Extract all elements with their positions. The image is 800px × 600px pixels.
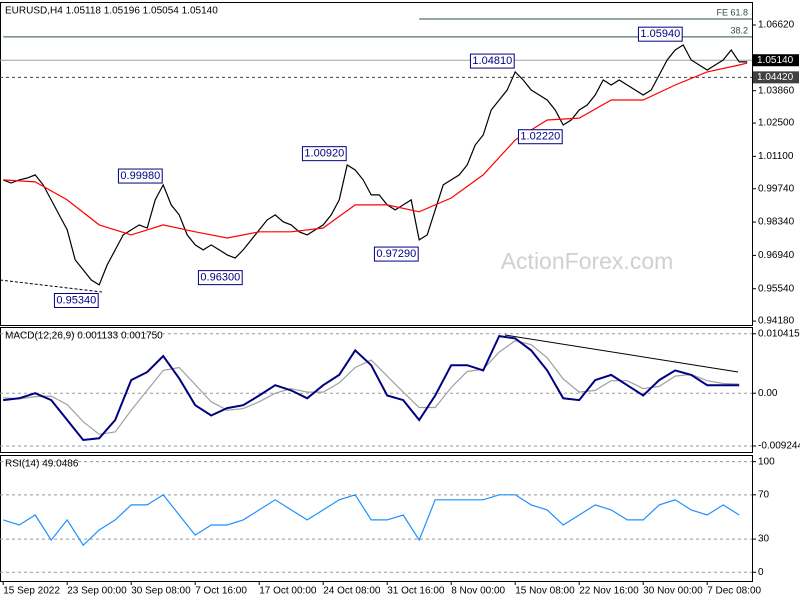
x-tick-label: 30 Sep 08:00	[131, 586, 191, 597]
swing-box	[373, 246, 419, 262]
x-tick-label: 15 Sep 2022	[3, 586, 60, 597]
x-tick-label: 7 Dec 08:00	[707, 586, 761, 597]
x-tick-label: 15 Nov 08:00	[515, 586, 575, 597]
swing-label: 0.96300	[200, 272, 240, 284]
price-marker-label: 1.04420	[757, 72, 794, 83]
x-tick-label: 8 Nov 00:00	[451, 586, 505, 597]
fib-label: FE 61.8	[716, 7, 748, 17]
fib-label: 38.2	[730, 25, 748, 35]
y-tick-label: 1.06620	[758, 20, 795, 31]
y-tick-label: 1.03860	[758, 85, 795, 96]
swing-label: 1.05940	[640, 28, 680, 40]
panel-title: MACD(12,26,9) 0.001133 0.001750	[5, 331, 163, 342]
series-line	[3, 494, 740, 547]
trend-line	[0, 279, 103, 293]
y-tick-label: 0.98340	[758, 217, 795, 228]
series-line	[3, 340, 740, 435]
swing-box	[53, 292, 99, 308]
x-tick-label: 31 Oct 16:00	[387, 586, 445, 597]
y-tick-label: 1.02500	[758, 118, 795, 129]
y-tick-label: 30	[758, 534, 770, 545]
x-tick-label: 24 Oct 08:00	[323, 586, 381, 597]
x-tick-label: 30 Nov 00:00	[643, 586, 703, 597]
series-line	[3, 335, 740, 442]
price-panel	[0, 2, 753, 326]
y-tick-label: 0.00	[758, 388, 778, 399]
price-marker	[753, 71, 799, 84]
price-marker	[753, 54, 799, 67]
swing-box	[197, 270, 243, 286]
swing-box	[117, 168, 163, 184]
swing-label: 0.95340	[56, 294, 96, 306]
y-tick-label: 0	[758, 567, 764, 578]
swing-label: 0.99980	[120, 170, 160, 182]
swing-box	[301, 146, 347, 162]
y-tick-label: 0.99740	[758, 183, 795, 194]
series-line	[2, 44, 748, 286]
y-tick-label: 1.01100	[758, 151, 794, 162]
swing-box	[637, 26, 683, 42]
x-tick-label: 23 Sep 00:00	[67, 586, 127, 597]
y-tick-label: 70	[758, 489, 770, 500]
macd-panel	[0, 327, 753, 453]
divergence-line	[504, 334, 739, 373]
swing-box	[517, 129, 563, 145]
panel-title: EURUSD,H4 1.05118 1.05196 1.05054 1.0514…	[5, 6, 218, 17]
swing-label: 1.00920	[304, 148, 344, 160]
watermark: ActionForex.com	[501, 248, 674, 274]
swing-box	[469, 53, 515, 69]
y-tick-label: 0.94180	[758, 316, 795, 327]
x-tick-label: 22 Nov 16:00	[579, 586, 639, 597]
swing-label: 0.97290	[376, 248, 416, 260]
x-tick-label: 7 Oct 16:00	[195, 586, 247, 597]
series-line	[3, 62, 748, 239]
rsi-panel	[0, 455, 753, 582]
y-tick-label: 0.010415	[758, 328, 800, 339]
y-tick-label: 0.96940	[758, 250, 795, 261]
panel-title: RSI(14) 49.0486	[5, 459, 79, 470]
x-tick-label: 17 Oct 00:00	[259, 586, 317, 597]
swing-label: 1.04810	[472, 55, 512, 67]
y-tick-label: 100	[758, 456, 775, 467]
swing-label: 1.02220	[520, 131, 560, 143]
price-marker-label: 1.05140	[757, 55, 794, 66]
y-tick-label: 0.95540	[758, 283, 795, 294]
y-tick-label: -0.009244	[758, 441, 800, 452]
